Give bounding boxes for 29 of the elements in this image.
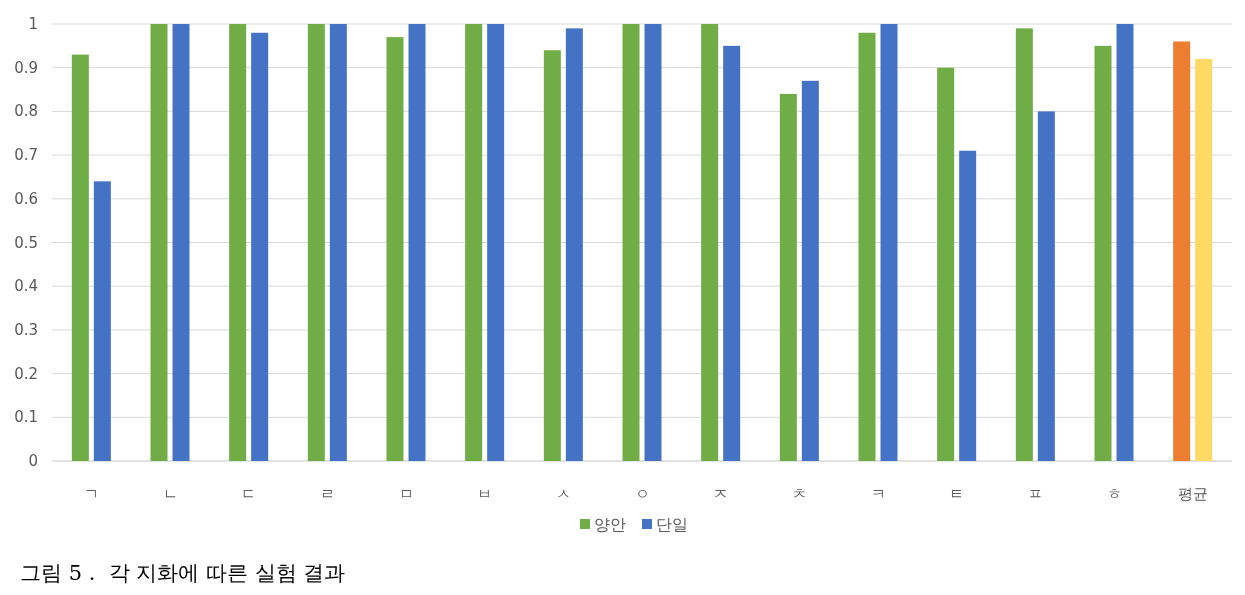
legend-label: 단일 [656,515,688,534]
x-tick-label: 평균 [1177,485,1208,503]
x-tick-label: ㅁ [398,485,414,503]
y-tick-label: 0.4 [14,277,38,296]
x-tick-label: ㅌ [949,485,965,503]
x-tick-label: ㅅ [555,485,571,503]
caption: 그림 5 . 각 지화에 따른 실험 결과 [20,561,346,585]
x-tick-label: ㄹ [319,485,335,503]
y-tick-label: 1 [28,15,38,33]
y-tick-label: 0.7 [14,146,38,165]
y-tick-label: 0.8 [14,102,38,121]
y-tick-label: 0.6 [14,189,38,208]
y-tick-label: 0.1 [14,408,38,427]
x-tick-label: ㅇ [634,485,650,503]
x-tick-label: ㅎ [1106,485,1122,503]
y-tick-label: 0.9 [14,58,38,77]
x-tick-label: ㄷ [241,485,257,503]
x-tick-label: ㅍ [1027,485,1043,503]
y-tick-label: 0 [28,452,38,470]
y-tick-label: 0.2 [14,364,38,383]
x-tick-label: ㄴ [162,485,178,503]
y-tick-label: 0.3 [14,320,38,339]
x-tick-label: ㅈ [713,485,729,503]
legend-label: 양안 [594,515,626,534]
y-tick-label: 0.5 [14,233,38,252]
x-tick-label: ㄱ [83,485,99,503]
x-tick-label: ㅂ [477,485,493,503]
x-tick-label: ㅋ [870,485,886,503]
x-tick-label: ㅊ [791,485,807,503]
